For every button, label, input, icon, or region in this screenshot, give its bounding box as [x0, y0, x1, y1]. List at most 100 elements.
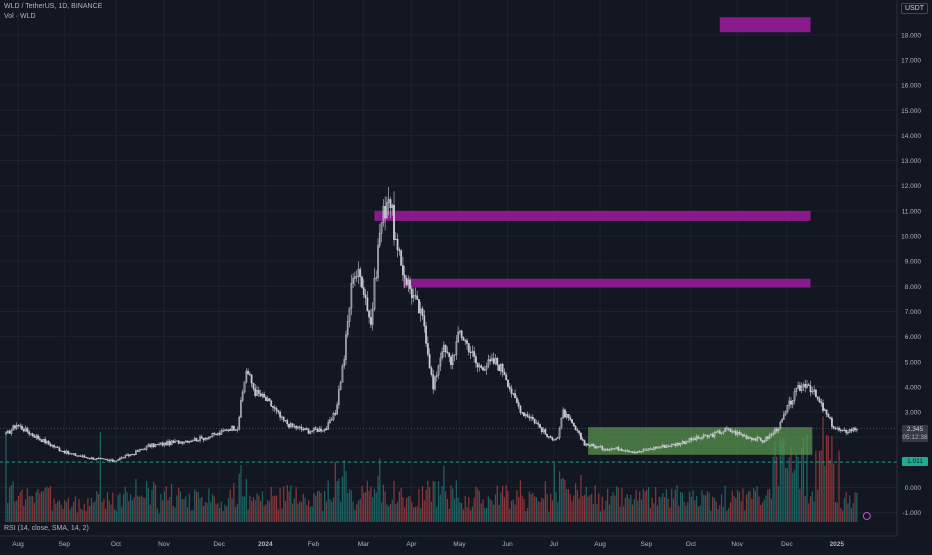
volume-bar: [658, 496, 660, 522]
volume-bar: [767, 489, 769, 522]
candle-body: [216, 432, 219, 436]
candle-body: [69, 453, 71, 455]
candle-body: [519, 405, 522, 413]
time-tick-label: Apr: [406, 541, 417, 548]
candle-body: [795, 388, 798, 392]
volume-bar: [761, 502, 764, 522]
volume-bar: [621, 487, 623, 522]
candle-body: [637, 451, 639, 453]
volume-bar: [580, 474, 582, 522]
symbol-legend[interactable]: WLD / TetherUS, 1D, BINANCE: [4, 3, 103, 10]
price-axis[interactable]: -1.0000.0001.0002.0003.0004.0005.0006.00…: [896, 0, 921, 536]
volume-bar: [263, 505, 265, 522]
volume-bar: [790, 446, 792, 522]
volume-bar: [286, 484, 288, 522]
candle-body: [768, 434, 771, 439]
volume-bar: [181, 498, 183, 522]
volume-bar: [553, 462, 555, 522]
candle-body: [451, 355, 454, 366]
volume-bar: [115, 510, 117, 522]
candle-body: [67, 450, 70, 455]
candle-body: [140, 449, 143, 451]
levels[interactable]: [0, 428, 897, 463]
candle-body: [809, 385, 812, 393]
candle-body: [341, 365, 344, 383]
candle-body: [754, 438, 757, 441]
volume-bar: [411, 502, 413, 522]
volume-bar: [121, 506, 123, 522]
resistance-zone[interactable]: [374, 210, 811, 221]
volume-bar: [85, 510, 87, 522]
candle-body: [190, 440, 193, 442]
volume-bar: [334, 462, 336, 522]
candle-body: [807, 384, 810, 386]
volume-bar: [769, 488, 771, 522]
volume-bar: [777, 486, 780, 522]
candle-body: [491, 358, 493, 362]
candle-body: [245, 370, 248, 383]
volume-bar: [687, 502, 689, 522]
volume-bar: [76, 512, 78, 522]
candle-body: [635, 451, 638, 453]
candle-body: [839, 429, 842, 431]
currency-label[interactable]: USDT: [900, 3, 928, 14]
volume-bar: [311, 506, 313, 522]
volume-bar: [327, 480, 329, 522]
candle-body: [224, 429, 226, 431]
candle-body: [362, 287, 365, 295]
volume-bar: [776, 456, 778, 522]
rsi-legend[interactable]: RSI (14, close, SMA, 14, 2): [4, 525, 89, 532]
candle-body: [295, 426, 298, 429]
candle-body: [177, 440, 180, 444]
volume-bar: [179, 491, 182, 522]
volume-bar: [704, 495, 707, 522]
volume-bar: [51, 510, 53, 522]
volume-bar: [461, 502, 463, 522]
volume-bar: [208, 488, 210, 522]
candle-body: [304, 427, 306, 431]
candle-body: [184, 440, 187, 443]
volume-bar: [487, 496, 489, 522]
candle-body: [85, 457, 88, 459]
volume-bar: [90, 498, 93, 522]
candle-body: [487, 359, 490, 367]
candle-body: [742, 434, 744, 437]
volume-bar: [331, 501, 333, 522]
volume-bar: [329, 499, 331, 522]
candle-body: [273, 407, 276, 409]
volume-bar: [407, 496, 409, 522]
volume-legend[interactable]: Vol · WLD: [4, 13, 36, 20]
volume-bar: [653, 503, 655, 522]
volume-bar: [635, 490, 637, 522]
volume-bar: [67, 498, 69, 522]
volume-bar: [582, 496, 584, 522]
volume-bar: [571, 501, 573, 522]
countdown-tag: 05:12:38: [902, 433, 928, 442]
time-tick-label: Jun: [502, 541, 513, 548]
candle-body: [466, 340, 468, 344]
candle-body: [464, 340, 467, 342]
candle-body: [651, 448, 654, 450]
candle-body: [30, 433, 32, 435]
candle-body: [149, 444, 152, 448]
candle-body: [298, 426, 301, 428]
candle-body: [419, 308, 422, 314]
volume-bar: [57, 501, 59, 522]
candle-body: [40, 439, 43, 442]
volume-bar: [80, 508, 82, 522]
volume-bar: [153, 481, 155, 522]
candle-body: [747, 437, 750, 439]
candle-body: [51, 445, 54, 447]
time-axis[interactable]: Aug Sep Oct Nov Dec 2024 Feb Mar Apr May Jun Jul Aug…: [0, 535, 897, 548]
volume-bar: [65, 501, 68, 522]
volume-bar: [526, 508, 529, 522]
resistance-zone[interactable]: [719, 17, 811, 33]
volume-bar: [162, 500, 164, 522]
volume-bar: [576, 489, 578, 522]
volume-bar: [630, 494, 632, 522]
candle-body: [247, 370, 249, 375]
resistance-zone[interactable]: [402, 278, 811, 288]
candle-body: [268, 398, 271, 402]
